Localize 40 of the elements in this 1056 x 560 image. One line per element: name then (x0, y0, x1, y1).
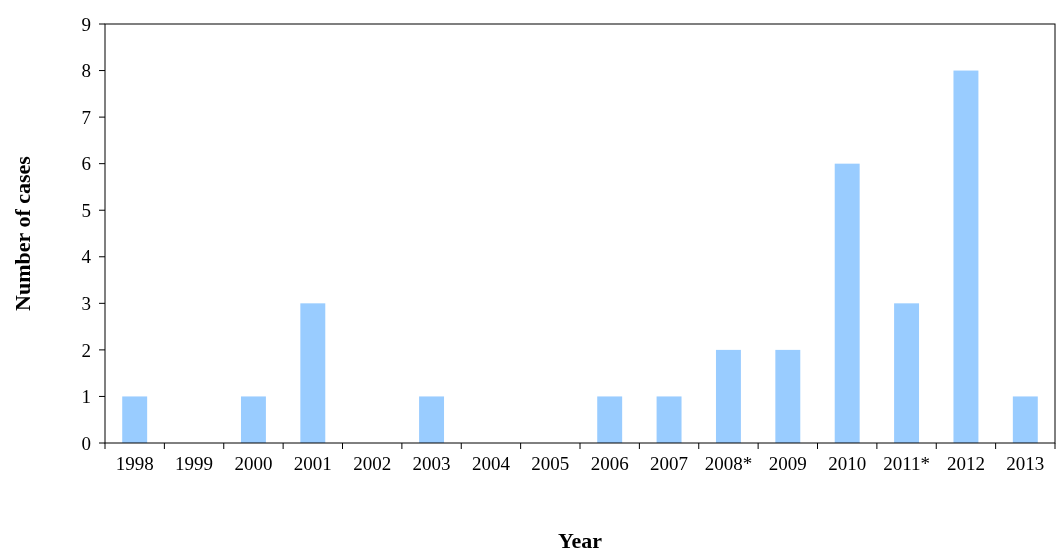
x-tick-label: 1999 (175, 453, 214, 474)
x-tick-label: 2010 (828, 453, 867, 474)
x-axis-title: Year (558, 528, 603, 553)
x-tick-label: 2009 (768, 453, 807, 474)
bar (775, 349, 801, 443)
bar (894, 303, 920, 443)
bar (1012, 396, 1038, 443)
y-tick-label: 0 (81, 432, 91, 454)
y-tick-label: 8 (81, 60, 91, 82)
bar (953, 70, 979, 443)
bar (597, 396, 623, 443)
bar (834, 163, 860, 443)
x-tick-label: 2000 (234, 453, 273, 474)
bar (122, 396, 148, 443)
x-tick-label: 2006 (590, 453, 629, 474)
x-tick-label: 2001 (293, 453, 332, 474)
y-tick-label: 6 (81, 153, 91, 175)
x-tick-label: 2013 (1006, 453, 1045, 474)
x-tick-label: 2011* (883, 453, 930, 474)
y-tick-label: 4 (81, 246, 92, 268)
y-tick-label: 9 (81, 13, 91, 35)
y-tick-label: 7 (81, 106, 91, 128)
bar (715, 349, 741, 443)
bar (656, 396, 682, 443)
y-tick-label: 5 (81, 199, 91, 221)
y-tick-label: 1 (81, 386, 91, 408)
bar (300, 303, 326, 443)
x-tick-label: 2003 (412, 453, 451, 474)
y-tick-label: 3 (81, 292, 91, 314)
x-tick-label: 2008* (704, 453, 753, 474)
y-axis-title: Number of cases (10, 155, 35, 311)
x-tick-label: 2004 (471, 453, 511, 474)
x-tick-label: 2005 (531, 453, 570, 474)
bar (240, 396, 266, 443)
x-tick-label: 2012 (946, 453, 985, 474)
x-tick-label: 2007 (650, 453, 689, 474)
bar (419, 396, 445, 443)
x-tick-label: 2002 (353, 453, 392, 474)
y-tick-label: 2 (81, 339, 91, 361)
x-tick-label: 1998 (115, 453, 154, 474)
